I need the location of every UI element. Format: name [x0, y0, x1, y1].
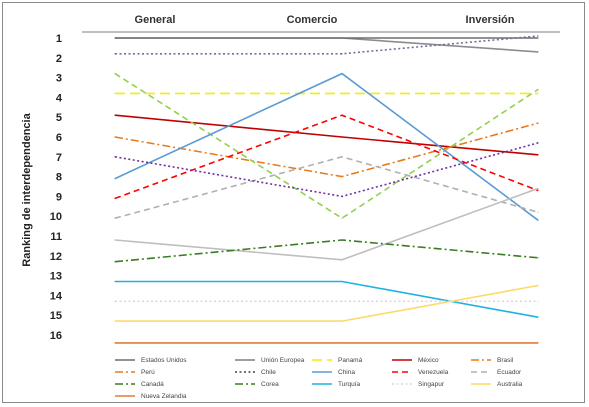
- series-line-8: [114, 114, 539, 200]
- legend-label-11: Corea: [261, 381, 279, 388]
- legend-label-12: Turquía: [338, 381, 361, 388]
- y-tick-8: 8: [56, 172, 62, 184]
- data-point-13-1: [341, 320, 343, 322]
- data-point-15-2: [537, 300, 539, 302]
- data-point-8-0: [114, 197, 116, 199]
- y-tick-15: 15: [50, 310, 62, 322]
- legend-label-9: Ecuador: [497, 369, 522, 376]
- data-point-8-1: [341, 114, 343, 116]
- y-tick-6: 6: [56, 132, 62, 144]
- data-point-5-0: [114, 73, 116, 75]
- data-point-2-0: [114, 92, 116, 94]
- data-point-2-2: [537, 92, 539, 94]
- data-point-13-0: [114, 320, 116, 322]
- data-point-15-0: [114, 300, 116, 302]
- legend-label-8: Venezuela: [418, 369, 449, 376]
- y-tick-16: 16: [50, 330, 62, 342]
- y-tick-14: 14: [50, 290, 63, 302]
- y-tick-10: 10: [50, 211, 62, 223]
- data-point-3-0: [114, 114, 116, 116]
- y-tick-2: 2: [56, 53, 62, 65]
- series-line-13: [115, 284, 539, 322]
- data-point-10-0: [114, 239, 116, 241]
- legend-label-14: Australia: [497, 381, 523, 388]
- data-point-10-2: [537, 187, 539, 190]
- y-tick-13: 13: [50, 271, 62, 283]
- y-tick-11: 11: [50, 231, 62, 243]
- data-point-11-0: [114, 261, 116, 263]
- data-point-1-0: [114, 37, 116, 39]
- data-point-6-2: [537, 35, 539, 37]
- data-point-11-1: [341, 239, 343, 241]
- legend-label-15: Nueva Zelandia: [141, 393, 187, 400]
- y-axis-label: Ranking de interdependencia: [21, 112, 33, 266]
- y-tick-12: 12: [50, 251, 62, 263]
- y-tick-1: 1: [56, 33, 62, 45]
- series-line-0: [115, 37, 539, 53]
- data-point-3-1: [341, 136, 343, 138]
- data-point-1-2: [537, 37, 539, 39]
- data-point-0-2: [537, 51, 539, 53]
- data-point-12-0: [114, 280, 116, 283]
- data-point-7-0: [114, 178, 116, 180]
- data-point-6-0: [114, 53, 116, 55]
- data-point-5-1: [341, 217, 343, 219]
- data-point-4-2: [537, 122, 539, 124]
- legend-label-13: Singapur: [418, 381, 445, 388]
- data-point-12-1: [341, 280, 343, 283]
- legend-label-2: Panamá: [338, 357, 363, 364]
- data-point-7-1: [341, 73, 343, 75]
- series-line-16: [114, 142, 539, 198]
- data-point-8-2: [537, 189, 539, 192]
- data-point-2-1: [341, 92, 343, 94]
- data-point-1-1: [341, 37, 343, 39]
- data-point-9-1: [341, 156, 343, 158]
- data-point-14-1: [341, 342, 343, 344]
- data-point-3-2: [537, 154, 539, 156]
- data-point-14-2: [537, 342, 539, 344]
- legend-label-6: Chile: [261, 369, 276, 376]
- data-point-4-0: [114, 136, 116, 138]
- data-point-14-0: [114, 342, 116, 344]
- data-point-9-0: [114, 217, 116, 219]
- y-tick-4: 4: [56, 92, 63, 104]
- series-line-12: [115, 280, 539, 318]
- series-line-5: [114, 72, 539, 220]
- data-point-7-2: [537, 219, 539, 221]
- legend-label-10: Canadá: [141, 381, 164, 388]
- legend-label-7: China: [338, 369, 355, 376]
- category-label-0: General: [135, 14, 176, 26]
- data-point-15-1: [341, 300, 343, 302]
- data-point-16-1: [341, 195, 343, 197]
- category-label-1: Comercio: [287, 14, 338, 26]
- data-point-16-2: [537, 142, 539, 144]
- data-point-12-2: [537, 316, 539, 318]
- data-point-10-1: [341, 259, 343, 261]
- legend-label-1: Unión Europea: [261, 357, 305, 364]
- legend-label-3: México: [418, 357, 439, 364]
- legend-label-4: Brasil: [497, 357, 514, 364]
- data-point-5-2: [537, 88, 539, 91]
- data-point-6-1: [341, 53, 343, 55]
- series-line-10: [114, 187, 539, 261]
- data-point-11-2: [537, 257, 539, 259]
- legend-label-5: Perú: [141, 369, 155, 376]
- chart-frame: [2, 2, 585, 403]
- y-tick-7: 7: [56, 152, 62, 164]
- legend-label-0: Estados Unidos: [141, 357, 187, 364]
- y-tick-3: 3: [56, 73, 62, 85]
- y-tick-5: 5: [56, 112, 62, 124]
- category-label-2: Inversión: [466, 14, 515, 26]
- data-point-13-2: [537, 284, 539, 287]
- data-point-9-2: [537, 211, 539, 213]
- data-point-4-1: [341, 176, 343, 178]
- series-line-7: [114, 72, 539, 221]
- data-point-16-0: [114, 156, 116, 158]
- y-tick-9: 9: [56, 191, 62, 203]
